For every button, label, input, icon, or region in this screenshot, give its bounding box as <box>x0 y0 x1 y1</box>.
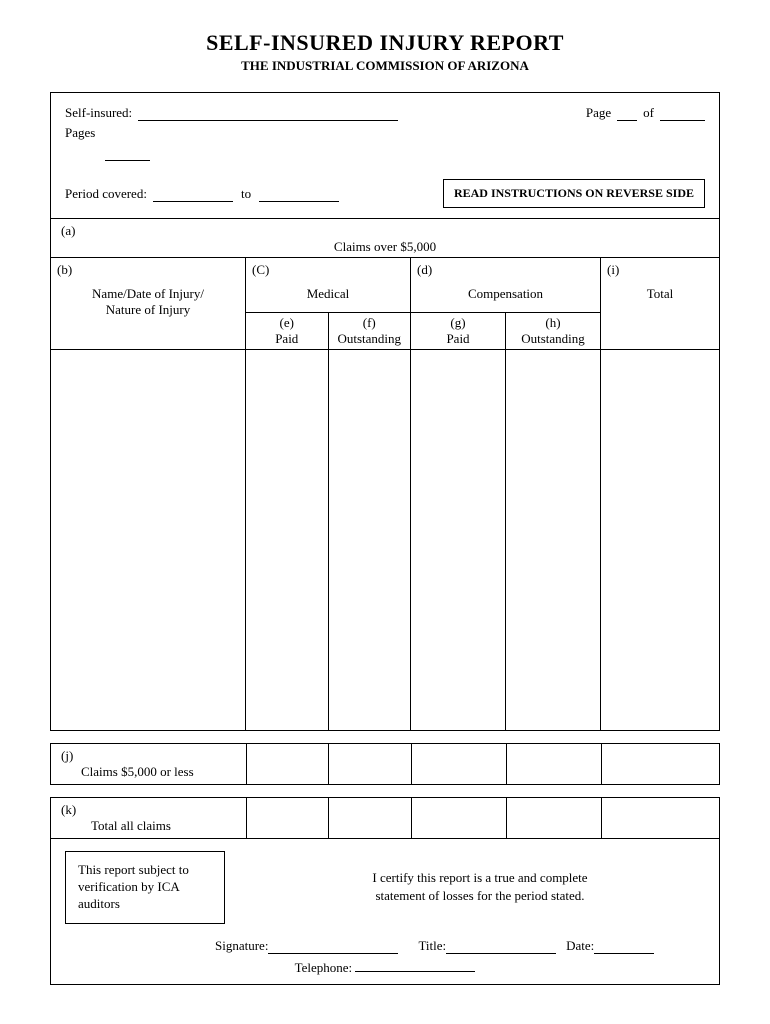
b-label-1: Name/Date of Injury/ <box>51 286 245 302</box>
section-j-box: (j) Claims $5,000 or less <box>50 743 720 785</box>
col-g: (g) Paid <box>411 313 506 349</box>
b-marker: (b) <box>51 258 245 280</box>
to-label: to <box>241 186 251 202</box>
body-d <box>411 350 601 730</box>
c-marker: (C) <box>246 258 410 280</box>
col-c: (C) Medical (e) Paid (f) Outstanding <box>246 258 411 349</box>
title-input[interactable] <box>446 940 556 954</box>
body-f[interactable] <box>329 350 411 730</box>
col-b: (b) Name/Date of Injury/ Nature of Injur… <box>51 258 246 349</box>
d-label: Compensation <box>411 280 600 312</box>
signature-input[interactable] <box>268 940 398 954</box>
body-c <box>246 350 411 730</box>
e-label: Paid <box>250 331 324 347</box>
verify-2: verification by ICA <box>78 879 212 896</box>
footer-section: This report subject to verification by I… <box>51 839 719 984</box>
self-insured-input[interactable] <box>138 107 398 121</box>
telephone-label: Telephone: <box>295 960 353 975</box>
telephone-input[interactable] <box>355 958 475 972</box>
i-marker: (i) <box>601 258 719 280</box>
verify-3: auditors <box>78 896 212 913</box>
period-to-input[interactable] <box>259 188 339 202</box>
pages-label: Pages <box>65 125 95 140</box>
k-col-5[interactable] <box>601 798 719 838</box>
col-i: (i) Total <box>601 258 719 349</box>
k-col-1[interactable] <box>246 798 328 838</box>
j-col-2[interactable] <box>328 744 411 784</box>
section-a: (a) <box>51 218 719 239</box>
page-input[interactable] <box>617 107 637 121</box>
e-marker: (e) <box>250 315 324 331</box>
table-header: (b) Name/Date of Injury/ Nature of Injur… <box>51 258 719 350</box>
section-k: (k) Total all claims <box>51 798 246 838</box>
verify-1: This report subject to <box>78 862 212 879</box>
section-k-box: (k) Total all claims This report subject… <box>50 797 720 985</box>
section-a-marker: (a) <box>61 223 75 238</box>
certify-2: statement of losses for the period state… <box>255 887 705 905</box>
main-container: Self-insured: Page of Pages Period cover… <box>50 92 720 731</box>
claims-over-label: Claims over $5,000 <box>51 239 719 258</box>
col-h: (h) Outstanding <box>506 313 600 349</box>
j-col-3[interactable] <box>411 744 506 784</box>
certify-1: I certify this report is a true and comp… <box>255 869 705 887</box>
k-col-3[interactable] <box>411 798 506 838</box>
body-h[interactable] <box>506 350 600 730</box>
j-marker: (j) <box>61 748 240 764</box>
j-col-1[interactable] <box>246 744 328 784</box>
body-e[interactable] <box>246 350 329 730</box>
form-subtitle: THE INDUSTRIAL COMMISSION OF ARIZONA <box>50 58 720 74</box>
j-label: Claims $5,000 or less <box>61 764 240 780</box>
j-col-5[interactable] <box>601 744 719 784</box>
body-g[interactable] <box>411 350 506 730</box>
table-body[interactable] <box>51 350 719 730</box>
title-label: Title: <box>418 938 446 954</box>
col-f: (f) Outstanding <box>329 313 411 349</box>
header-section: Self-insured: Page of Pages Period cover… <box>51 93 719 218</box>
self-insured-label: Self-insured: <box>65 105 132 121</box>
k-marker: (k) <box>61 802 240 818</box>
section-j: (j) Claims $5,000 or less <box>51 744 246 784</box>
date-label: Date: <box>566 938 594 954</box>
d-marker: (d) <box>411 258 600 280</box>
body-b[interactable] <box>51 350 246 730</box>
col-d: (d) Compensation (g) Paid (h) Outstandin… <box>411 258 601 349</box>
h-marker: (h) <box>510 315 596 331</box>
f-label: Outstanding <box>333 331 407 347</box>
g-label: Paid <box>415 331 501 347</box>
period-from-input[interactable] <box>153 188 233 202</box>
col-e: (e) Paid <box>246 313 329 349</box>
date-input[interactable] <box>594 940 654 954</box>
pages-input[interactable] <box>105 147 150 161</box>
g-marker: (g) <box>415 315 501 331</box>
j-col-4[interactable] <box>506 744 601 784</box>
b-label-2: Nature of Injury <box>51 302 245 318</box>
c-label: Medical <box>246 280 410 312</box>
k-col-2[interactable] <box>328 798 411 838</box>
verify-box: This report subject to verification by I… <box>65 851 225 924</box>
form-title: SELF-INSURED INJURY REPORT <box>50 30 720 56</box>
of-label: of <box>643 105 654 121</box>
k-col-4[interactable] <box>506 798 601 838</box>
instructions-box: READ INSTRUCTIONS ON REVERSE SIDE <box>443 179 705 208</box>
page-label: Page <box>586 105 611 121</box>
h-label: Outstanding <box>510 331 596 347</box>
period-label: Period covered: <box>65 186 147 202</box>
i-label: Total <box>601 280 719 312</box>
f-marker: (f) <box>333 315 407 331</box>
of-input[interactable] <box>660 107 705 121</box>
body-i[interactable] <box>601 350 719 730</box>
signature-label: Signature: <box>215 938 268 954</box>
k-label: Total all claims <box>61 818 240 834</box>
